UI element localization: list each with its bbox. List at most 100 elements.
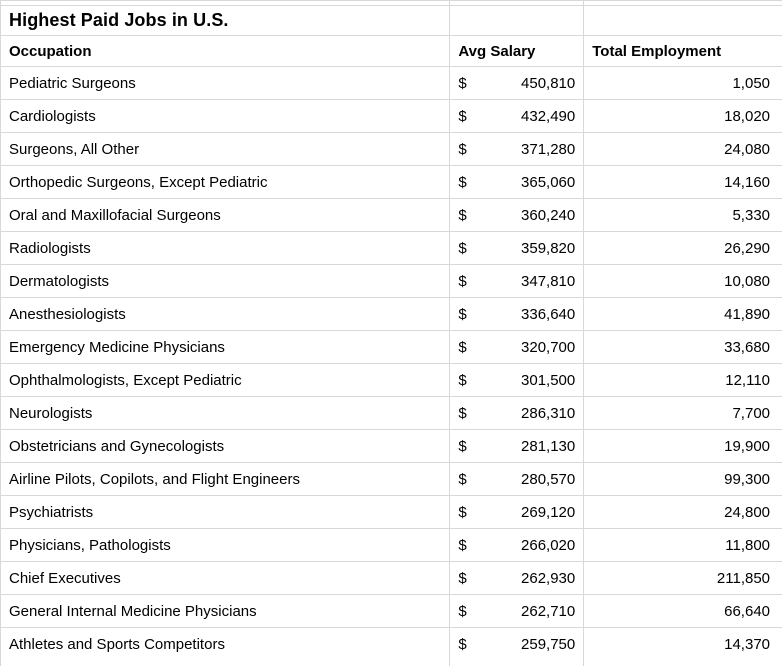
salary-amount: 450,810 xyxy=(521,74,576,92)
currency-symbol: $ xyxy=(458,437,467,455)
table-row: Obstetricians and Gynecologists $281,130 1… xyxy=(1,430,782,463)
empty-cell[interactable] xyxy=(1,1,451,5)
salary-amount: 336,640 xyxy=(521,305,576,323)
empty-cell[interactable] xyxy=(450,1,585,5)
empty-cell[interactable] xyxy=(450,661,585,666)
total-employment-cell[interactable]: 18,020 xyxy=(724,107,771,125)
avg-salary-cell[interactable]: $280,570 xyxy=(450,463,585,495)
total-employment-cell[interactable]: 12,110 xyxy=(725,371,771,389)
salary-amount: 281,130 xyxy=(521,437,576,455)
avg-salary-cell[interactable]: $286,310 xyxy=(450,397,585,429)
avg-salary-cell[interactable]: $269,120 xyxy=(450,496,585,528)
occupation-cell[interactable]: Orthopedic Surgeons, Except Pediatric xyxy=(1,166,451,198)
salary-amount: 320,700 xyxy=(521,338,576,356)
empty-cell[interactable] xyxy=(1,661,451,666)
total-employment-cell[interactable]: 11,800 xyxy=(725,536,771,554)
occupation-cell[interactable]: Cardiologists xyxy=(1,100,451,132)
occupation-cell[interactable]: Oral and Maxillofacial Surgeons xyxy=(1,199,451,231)
total-employment-cell[interactable]: 26,290 xyxy=(724,239,771,257)
column-header-total-employment[interactable]: Total Employment xyxy=(592,42,722,60)
currency-symbol: $ xyxy=(458,173,467,191)
total-employment-cell[interactable]: 33,680 xyxy=(724,338,771,356)
total-employment-cell[interactable]: 24,080 xyxy=(724,140,771,158)
salary-amount: 262,930 xyxy=(521,569,576,587)
avg-salary-cell[interactable]: $359,820 xyxy=(450,232,585,264)
total-employment-cell[interactable]: 5,330 xyxy=(732,206,771,224)
avg-salary-cell[interactable]: $371,280 xyxy=(450,133,585,165)
currency-symbol: $ xyxy=(458,74,467,92)
avg-salary-cell[interactable]: $259,750 xyxy=(450,628,585,661)
avg-salary-cell[interactable]: $347,810 xyxy=(450,265,585,297)
total-employment-cell[interactable]: 66,640 xyxy=(724,602,771,620)
occupation-cell[interactable]: Psychiatrists xyxy=(1,496,451,528)
currency-symbol: $ xyxy=(458,272,467,290)
total-employment-cell[interactable]: 211,850 xyxy=(716,569,771,587)
currency-symbol: $ xyxy=(458,305,467,323)
column-header-avg-salary[interactable]: Avg Salary xyxy=(450,36,585,66)
occupation-cell[interactable]: Emergency Medicine Physicians xyxy=(1,331,451,363)
page-title[interactable]: Highest Paid Jobs in U.S. xyxy=(1,6,451,35)
avg-salary-cell[interactable]: $266,020 xyxy=(450,529,585,561)
column-header-occupation[interactable]: Occupation xyxy=(1,36,451,66)
empty-cell[interactable] xyxy=(584,661,782,666)
avg-salary-cell[interactable]: $365,060 xyxy=(450,166,585,198)
avg-salary-cell[interactable]: $281,130 xyxy=(450,430,585,462)
empty-cell[interactable] xyxy=(584,1,782,5)
table-row: Surgeons, All Other $371,280 24,080 xyxy=(1,133,782,166)
occupation-cell[interactable]: Radiologists xyxy=(1,232,451,264)
avg-salary-cell[interactable]: $432,490 xyxy=(450,100,585,132)
total-employment-cell[interactable]: 99,300 xyxy=(724,470,771,488)
table-row: Orthopedic Surgeons, Except Pediatric $36… xyxy=(1,166,782,199)
empty-cell[interactable] xyxy=(450,6,585,35)
salary-amount: 280,570 xyxy=(521,470,576,488)
currency-symbol: $ xyxy=(458,338,467,356)
total-employment-cell[interactable]: 1,050 xyxy=(732,74,771,92)
table-row: Neurologists $286,310 7,700 xyxy=(1,397,782,430)
total-employment-cell[interactable]: 10,080 xyxy=(724,272,771,290)
occupation-cell[interactable]: Pediatric Surgeons xyxy=(1,67,451,99)
occupation-cell[interactable]: Neurologists xyxy=(1,397,451,429)
total-employment-cell[interactable]: 19,900 xyxy=(724,437,771,455)
total-employment-cell[interactable]: 7,700 xyxy=(732,404,771,422)
currency-symbol: $ xyxy=(458,107,467,125)
currency-symbol: $ xyxy=(458,536,467,554)
avg-salary-cell[interactable]: $336,640 xyxy=(450,298,585,330)
total-employment-cell[interactable]: 14,160 xyxy=(724,173,771,191)
occupation-cell[interactable]: Surgeons, All Other xyxy=(1,133,451,165)
occupation-cell[interactable]: General Internal Medicine Physicians xyxy=(1,595,451,627)
avg-salary-cell[interactable]: $262,930 xyxy=(450,562,585,594)
empty-cell[interactable] xyxy=(584,6,782,35)
total-employment-cell[interactable]: 24,800 xyxy=(724,503,771,521)
occupation-cell[interactable]: Physicians, Pathologists xyxy=(1,529,451,561)
currency-symbol: $ xyxy=(458,503,467,521)
table-row: Psychiatrists $269,120 24,800 xyxy=(1,496,782,529)
currency-symbol: $ xyxy=(458,470,467,488)
salary-amount: 432,490 xyxy=(521,107,576,125)
table-row: Pediatric Surgeons $450,810 1,050 xyxy=(1,67,782,100)
salary-amount: 269,120 xyxy=(521,503,576,521)
total-employment-cell[interactable]: 14,370 xyxy=(724,636,771,653)
total-employment-cell[interactable]: 41,890 xyxy=(724,305,771,323)
salary-amount: 365,060 xyxy=(521,173,576,191)
occupation-cell[interactable]: Athletes and Sports Competitors xyxy=(1,628,451,661)
partial-top-row xyxy=(1,1,782,6)
table-row: Physicians, Pathologists $266,020 11,800 xyxy=(1,529,782,562)
occupation-cell[interactable]: Ophthalmologists, Except Pediatric xyxy=(1,364,451,396)
occupation-cell[interactable]: Dermatologists xyxy=(1,265,451,297)
currency-symbol: $ xyxy=(458,239,467,257)
occupation-cell[interactable]: Airline Pilots, Copilots, and Flight Eng… xyxy=(1,463,451,495)
salary-amount: 266,020 xyxy=(521,536,576,554)
occupation-cell[interactable]: Chief Executives xyxy=(1,562,451,594)
currency-symbol: $ xyxy=(458,206,467,224)
salary-amount: 262,710 xyxy=(521,602,576,620)
avg-salary-cell[interactable]: $450,810 xyxy=(450,67,585,99)
avg-salary-cell[interactable]: $262,710 xyxy=(450,595,585,627)
avg-salary-cell[interactable]: $360,240 xyxy=(450,199,585,231)
avg-salary-cell[interactable]: $320,700 xyxy=(450,331,585,363)
avg-salary-cell[interactable]: $301,500 xyxy=(450,364,585,396)
occupation-cell[interactable]: Anesthesiologists xyxy=(1,298,451,330)
occupation-cell[interactable]: Obstetricians and Gynecologists xyxy=(1,430,451,462)
currency-symbol: $ xyxy=(458,569,467,587)
salary-amount: 286,310 xyxy=(521,404,576,422)
